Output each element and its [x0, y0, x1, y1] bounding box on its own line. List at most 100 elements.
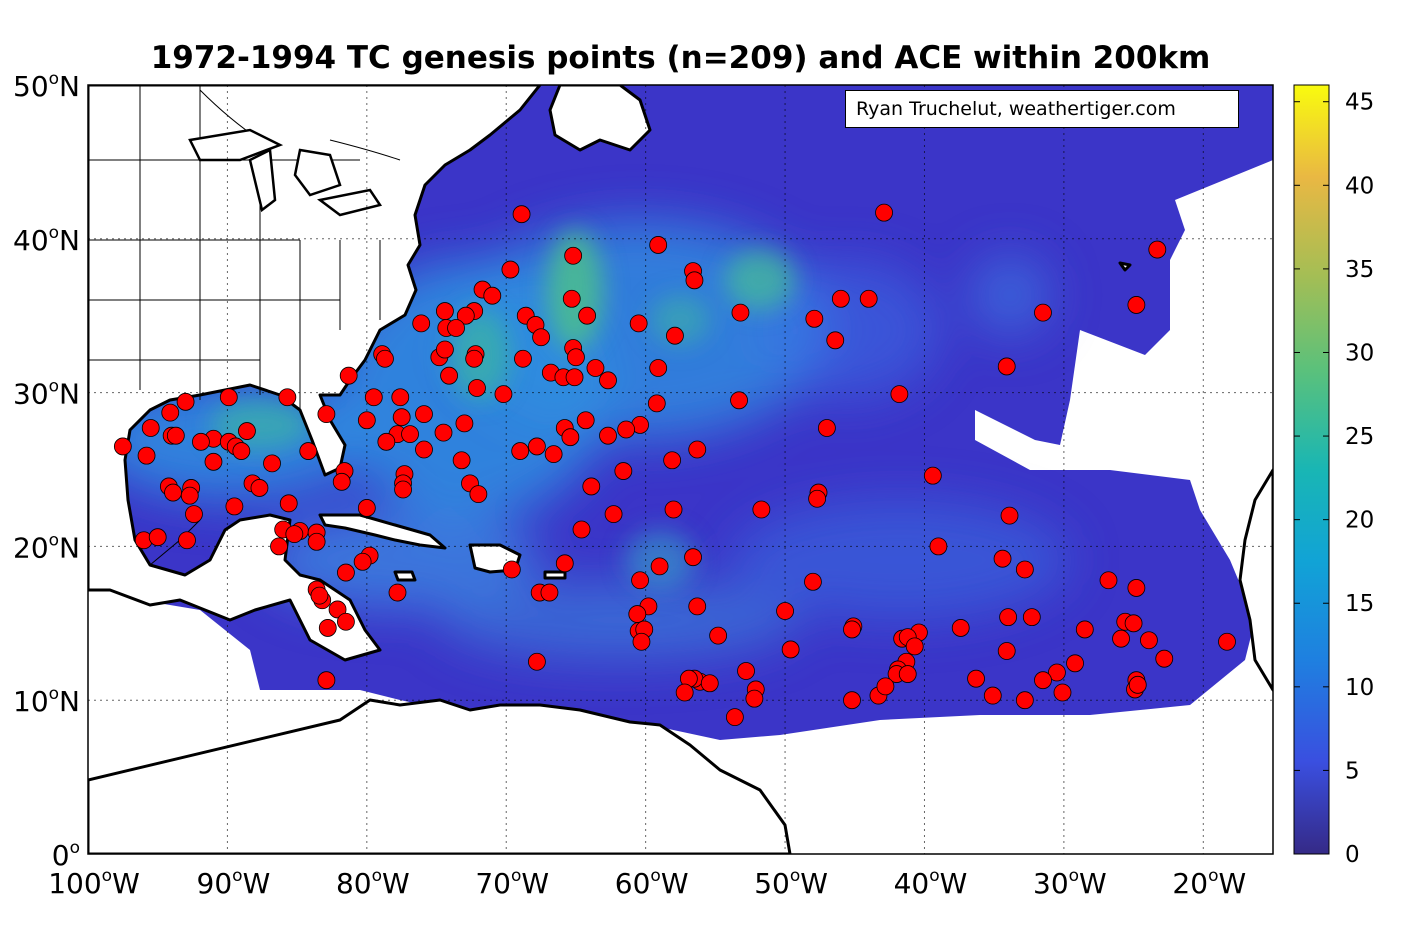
great-lakes: [188, 128, 383, 217]
genesis-point: [528, 437, 546, 456]
genesis-point: [572, 520, 591, 539]
genesis-point: [1099, 571, 1118, 590]
genesis-point: [776, 602, 794, 620]
x-tick-label: 40oW: [894, 866, 968, 900]
genesis-point: [392, 408, 411, 427]
genesis-point: [376, 349, 394, 368]
genesis-point: [567, 348, 585, 367]
x-tick-label: 70oW: [475, 866, 549, 900]
genesis-point: [511, 442, 530, 460]
genesis-point: [576, 411, 595, 430]
plot-frame: [87, 84, 1274, 855]
genesis-point: [1218, 632, 1236, 651]
x-tick-label: 50oW: [754, 866, 828, 900]
genesis-point: [514, 349, 532, 368]
genesis-point: [1127, 579, 1146, 597]
genesis-point: [501, 260, 520, 279]
x-tick-label: 30oW: [1033, 866, 1107, 900]
x-tick-label: 90oW: [197, 866, 271, 900]
genesis-point: [929, 537, 948, 556]
colorbar-ticks: 0 5 10 15 20 25 30 35 40 45: [1294, 90, 1374, 868]
genesis-point: [826, 331, 845, 350]
genesis-markers: [113, 203, 1236, 727]
south-america-land: [88, 698, 792, 854]
africa-land: [1238, 468, 1273, 692]
x-tick-label: 80oW: [336, 866, 410, 900]
genesis-point: [725, 708, 744, 727]
genesis-point: [967, 669, 985, 688]
genesis-point: [494, 385, 513, 404]
genesis-point: [1127, 296, 1146, 314]
genesis-point: [388, 583, 407, 602]
genesis-point: [905, 637, 924, 656]
genesis-point: [752, 500, 771, 519]
genesis-point: [731, 303, 750, 322]
genesis-point: [876, 677, 895, 696]
genesis-point: [176, 392, 195, 411]
genesis-point: [317, 671, 336, 690]
y-tick-label: 50oN: [13, 69, 80, 103]
genesis-point: [456, 306, 475, 325]
genesis-point: [617, 420, 636, 439]
genesis-point: [238, 422, 256, 440]
colorbar-tick-label: 10: [1345, 675, 1374, 701]
genesis-point: [440, 366, 458, 385]
y-tick-label: 10oN: [13, 684, 80, 718]
genesis-point: [415, 440, 433, 459]
genesis-point: [684, 548, 702, 567]
genesis-point: [1140, 631, 1158, 650]
genesis-point: [997, 642, 1016, 660]
colorbar: 0 5 10 15 20 25 30 35 40 45: [1293, 84, 1374, 868]
genesis-point: [664, 500, 683, 519]
genesis-point: [219, 388, 238, 407]
genesis-point: [1034, 671, 1052, 690]
genesis-point: [555, 554, 574, 573]
genesis-point: [993, 549, 1012, 568]
genesis-point: [1015, 691, 1034, 710]
genesis-point: [394, 480, 412, 499]
genesis-point: [391, 388, 410, 407]
genesis-point: [578, 306, 596, 325]
colorbar-tick-label: 25: [1345, 424, 1374, 450]
x-tick-label: 100oW: [48, 866, 140, 900]
genesis-point: [310, 586, 329, 605]
genesis-point: [923, 466, 942, 485]
colorbar-tick-label: 30: [1345, 340, 1374, 366]
genesis-point: [675, 683, 694, 702]
genesis-point: [299, 442, 318, 460]
genesis-point: [898, 665, 917, 683]
genesis-point: [468, 379, 486, 397]
puerto-rico-island: [543, 570, 567, 580]
genesis-point: [599, 426, 617, 445]
genesis-point: [808, 489, 827, 508]
genesis-point: [875, 203, 893, 222]
genesis-point: [1066, 654, 1084, 673]
genesis-point: [204, 452, 223, 471]
y-tick-label: 30oN: [13, 377, 80, 411]
genesis-point: [1075, 620, 1094, 639]
genesis-point: [805, 309, 824, 328]
genesis-point: [831, 289, 850, 308]
genesis-point: [649, 359, 668, 377]
genesis-point: [148, 528, 167, 547]
genesis-point: [999, 608, 1018, 627]
genesis-point: [817, 419, 836, 437]
genesis-point: [278, 388, 297, 407]
genesis-point: [164, 483, 182, 502]
genesis-point: [666, 326, 684, 345]
genesis-point: [561, 428, 580, 447]
genesis-point: [434, 423, 453, 442]
genesis-point: [166, 426, 185, 445]
genesis-point: [688, 440, 707, 459]
genesis-point: [1015, 560, 1034, 579]
x-axis-ticks: 100oW 90oW 80oW 70oW 60oW 50oW 40oW 30oW 20oW: [48, 866, 1246, 900]
genesis-point: [307, 532, 326, 551]
genesis-point: [1022, 608, 1041, 627]
genesis-point: [647, 394, 666, 413]
genesis-point: [192, 432, 210, 451]
genesis-point: [483, 286, 502, 305]
genesis-point: [339, 366, 358, 385]
genesis-point: [628, 605, 647, 623]
genesis-point: [685, 271, 704, 290]
